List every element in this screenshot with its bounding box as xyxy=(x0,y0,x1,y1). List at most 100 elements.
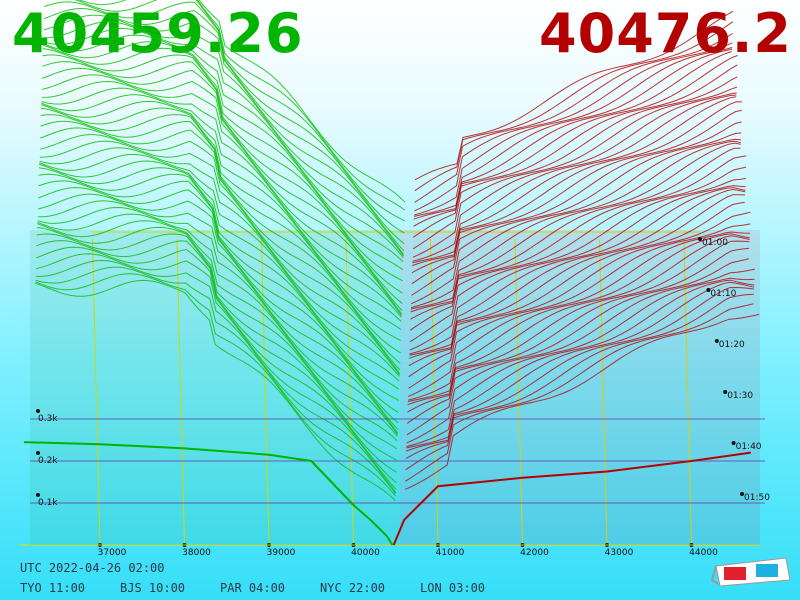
x-tick-label: 41000 xyxy=(436,548,465,558)
history-layer xyxy=(38,180,399,413)
zone-time: PAR 04:00 xyxy=(220,581,285,595)
history-layer xyxy=(407,235,750,406)
history-layer xyxy=(36,246,397,483)
history-layer xyxy=(409,178,746,351)
history-layer xyxy=(406,277,755,447)
history-layer xyxy=(413,51,732,220)
history-layer xyxy=(42,41,404,263)
history-layer xyxy=(408,188,746,359)
time-tick xyxy=(740,492,744,496)
history-layer xyxy=(41,87,403,316)
history-layer xyxy=(36,240,397,473)
history-layer xyxy=(78,0,406,211)
x-tick-label: 38000 xyxy=(182,548,211,558)
time-tick xyxy=(698,237,702,241)
history-layer xyxy=(407,233,750,403)
history-layer xyxy=(406,268,755,444)
zone-time: BJS 10:00 xyxy=(120,581,185,595)
history-layer xyxy=(41,94,402,318)
x-tick-label: 44000 xyxy=(689,548,718,558)
history-layer xyxy=(44,1,405,234)
history-layer xyxy=(408,223,751,397)
history-layer xyxy=(408,211,751,389)
history-layer xyxy=(38,167,400,390)
history-layer xyxy=(408,201,745,378)
history-layer xyxy=(405,303,754,482)
history-layer xyxy=(43,14,405,252)
history-layer xyxy=(43,27,404,257)
history-layer xyxy=(412,86,738,258)
time-tick-label: 01:10 xyxy=(710,289,736,299)
history-layer xyxy=(410,142,741,313)
history-layer xyxy=(40,114,401,342)
history-layer xyxy=(408,194,745,367)
time-tick-label: 01:40 xyxy=(736,442,762,452)
time-tick xyxy=(706,288,711,292)
history-layer xyxy=(39,140,401,374)
history-layer xyxy=(407,240,750,413)
zone-time: LON 03:00 xyxy=(420,581,485,595)
zone-time: NYC 22:00 xyxy=(320,581,385,595)
history-layer xyxy=(405,281,755,452)
floor-grid-line xyxy=(345,238,354,546)
history-layer xyxy=(37,213,398,437)
ask-price: 40476.2 xyxy=(539,2,792,65)
z-tick-label: 0.1k xyxy=(38,498,58,508)
history-layer xyxy=(412,76,738,250)
ask-depth-curve xyxy=(392,451,751,546)
surface-shade-ask xyxy=(400,230,760,545)
surface-shade-bid xyxy=(30,230,400,545)
history-layer xyxy=(35,279,396,501)
x-tick-label: 43000 xyxy=(605,548,634,558)
bid-depth-curve xyxy=(23,441,394,546)
floor-grid-line xyxy=(683,238,692,546)
history-layer xyxy=(406,258,750,436)
x-tick-label: 40000 xyxy=(351,548,380,558)
history-layer xyxy=(411,121,742,296)
history-layer xyxy=(413,48,733,217)
history-layer xyxy=(74,0,405,222)
history-layer xyxy=(406,247,750,424)
z-tick xyxy=(36,451,40,455)
history-layer xyxy=(409,166,747,343)
history-layer xyxy=(39,134,401,371)
z-tick-label: 0.2k xyxy=(38,456,58,466)
history-layer xyxy=(413,64,738,238)
history-layer xyxy=(414,10,734,181)
history-layer xyxy=(409,185,746,355)
history-layer xyxy=(37,220,398,442)
history-layer xyxy=(410,138,742,308)
time-tick-label: 01:30 xyxy=(727,391,753,401)
history-layer xyxy=(412,94,737,264)
history-layer xyxy=(414,21,734,192)
history-layer xyxy=(411,101,742,274)
history-layer xyxy=(42,67,403,304)
3d-glasses-icon xyxy=(710,557,791,587)
history-layer xyxy=(414,47,733,216)
history-layer xyxy=(409,187,746,356)
history-layer xyxy=(43,21,405,255)
history-layer xyxy=(405,313,760,490)
floor-grid-line xyxy=(429,238,439,546)
history-layer xyxy=(412,96,737,267)
history-layer xyxy=(198,0,406,203)
history-layer xyxy=(37,193,399,431)
history-layer xyxy=(39,154,400,377)
time-tick xyxy=(723,390,728,394)
history-layer xyxy=(44,7,405,245)
history-layer xyxy=(37,200,399,434)
history-layer xyxy=(35,266,397,495)
time-tick xyxy=(714,339,719,343)
z-tick xyxy=(36,493,40,497)
history-layer xyxy=(35,273,396,497)
history-layer xyxy=(38,187,399,424)
history-layer xyxy=(410,147,741,320)
history-layer xyxy=(43,34,404,258)
history-layer xyxy=(42,61,403,294)
history-layer xyxy=(40,127,401,364)
zone-time: TYO 11:00 xyxy=(20,581,85,595)
history-layer xyxy=(40,120,401,354)
history-layer xyxy=(38,160,400,382)
